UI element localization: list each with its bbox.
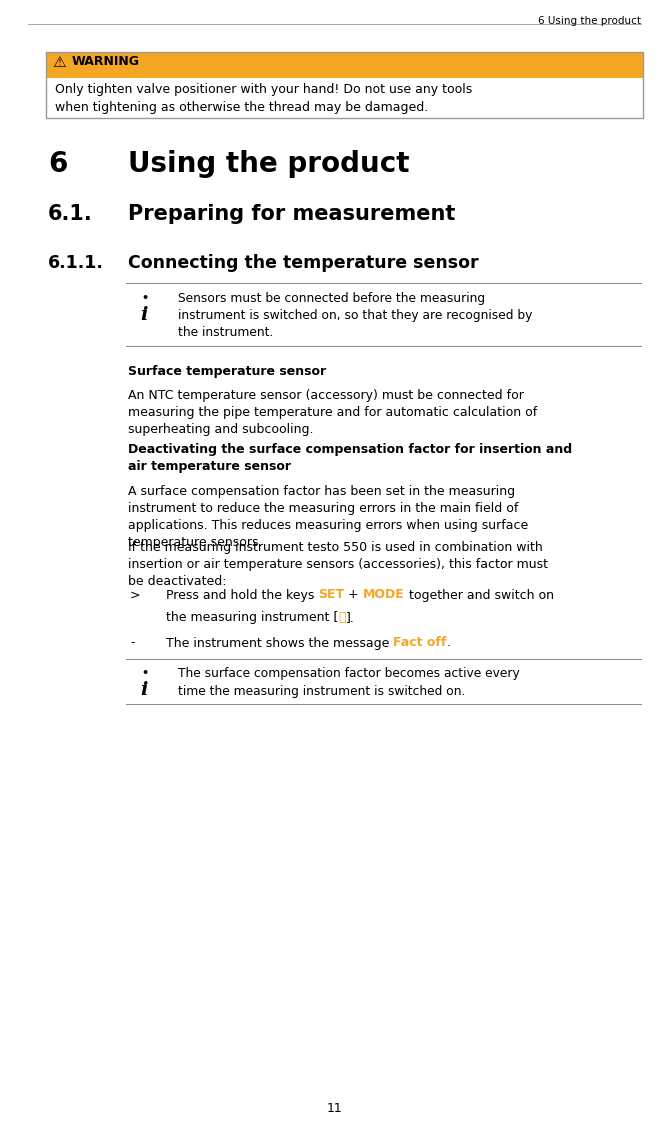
Text: >: >	[130, 588, 140, 602]
Text: Fact off: Fact off	[393, 637, 447, 649]
Text: Press and hold the keys: Press and hold the keys	[166, 588, 318, 602]
Text: the measuring instrument [: the measuring instrument [	[166, 611, 339, 624]
Text: The surface compensation factor becomes active every
time the measuring instrume: The surface compensation factor becomes …	[178, 667, 520, 698]
Text: 6.1.: 6.1.	[48, 204, 93, 224]
Text: Connecting the temperature sensor: Connecting the temperature sensor	[128, 254, 478, 272]
Text: Deactivating the surface compensation factor for insertion and
air temperature s: Deactivating the surface compensation fa…	[128, 443, 572, 474]
Bar	[46, 52, 643, 118]
Text: 6.1.1.: 6.1.1.	[48, 254, 104, 272]
Text: Surface temperature sensor: Surface temperature sensor	[128, 364, 326, 378]
Text: Preparing for measurement: Preparing for measurement	[128, 204, 456, 224]
Text: ⚠: ⚠	[52, 55, 66, 70]
Text: WARNING: WARNING	[72, 55, 140, 69]
Text: Only tighten valve positioner with your hand! Do not use any tools
when tighteni: Only tighten valve positioner with your …	[55, 83, 472, 114]
Text: SET: SET	[318, 588, 345, 602]
Text: If the measuring instrument testo 550 is used in combination with
insertion or a: If the measuring instrument testo 550 is…	[128, 541, 548, 588]
Text: ].: ].	[346, 611, 355, 624]
Text: A surface compensation factor has been set in the measuring
instrument to reduce: A surface compensation factor has been s…	[128, 485, 529, 549]
Text: An NTC temperature sensor (accessory) must be connected for
measuring the pipe t: An NTC temperature sensor (accessory) mu…	[128, 388, 537, 435]
Text: .: .	[447, 637, 451, 649]
Text: 11: 11	[326, 1102, 343, 1115]
Text: The instrument shows the message: The instrument shows the message	[166, 637, 393, 649]
Text: •: •	[141, 292, 148, 303]
Bar	[46, 52, 643, 78]
Text: +: +	[345, 588, 363, 602]
Text: -: -	[130, 637, 134, 649]
Text: ⏻: ⏻	[339, 611, 346, 624]
Text: Sensors must be connected before the measuring
instrument is switched on, so tha: Sensors must be connected before the mea…	[178, 292, 533, 340]
Text: i: i	[140, 682, 149, 700]
Text: i: i	[140, 306, 149, 324]
Bar	[46, 78, 643, 118]
Text: together and switch on: together and switch on	[405, 588, 554, 602]
Text: 6: 6	[48, 150, 68, 178]
Text: 6 Using the product: 6 Using the product	[538, 17, 641, 27]
Text: MODE: MODE	[363, 588, 405, 602]
Text: •: •	[141, 668, 148, 678]
Text: Using the product: Using the product	[128, 150, 409, 178]
